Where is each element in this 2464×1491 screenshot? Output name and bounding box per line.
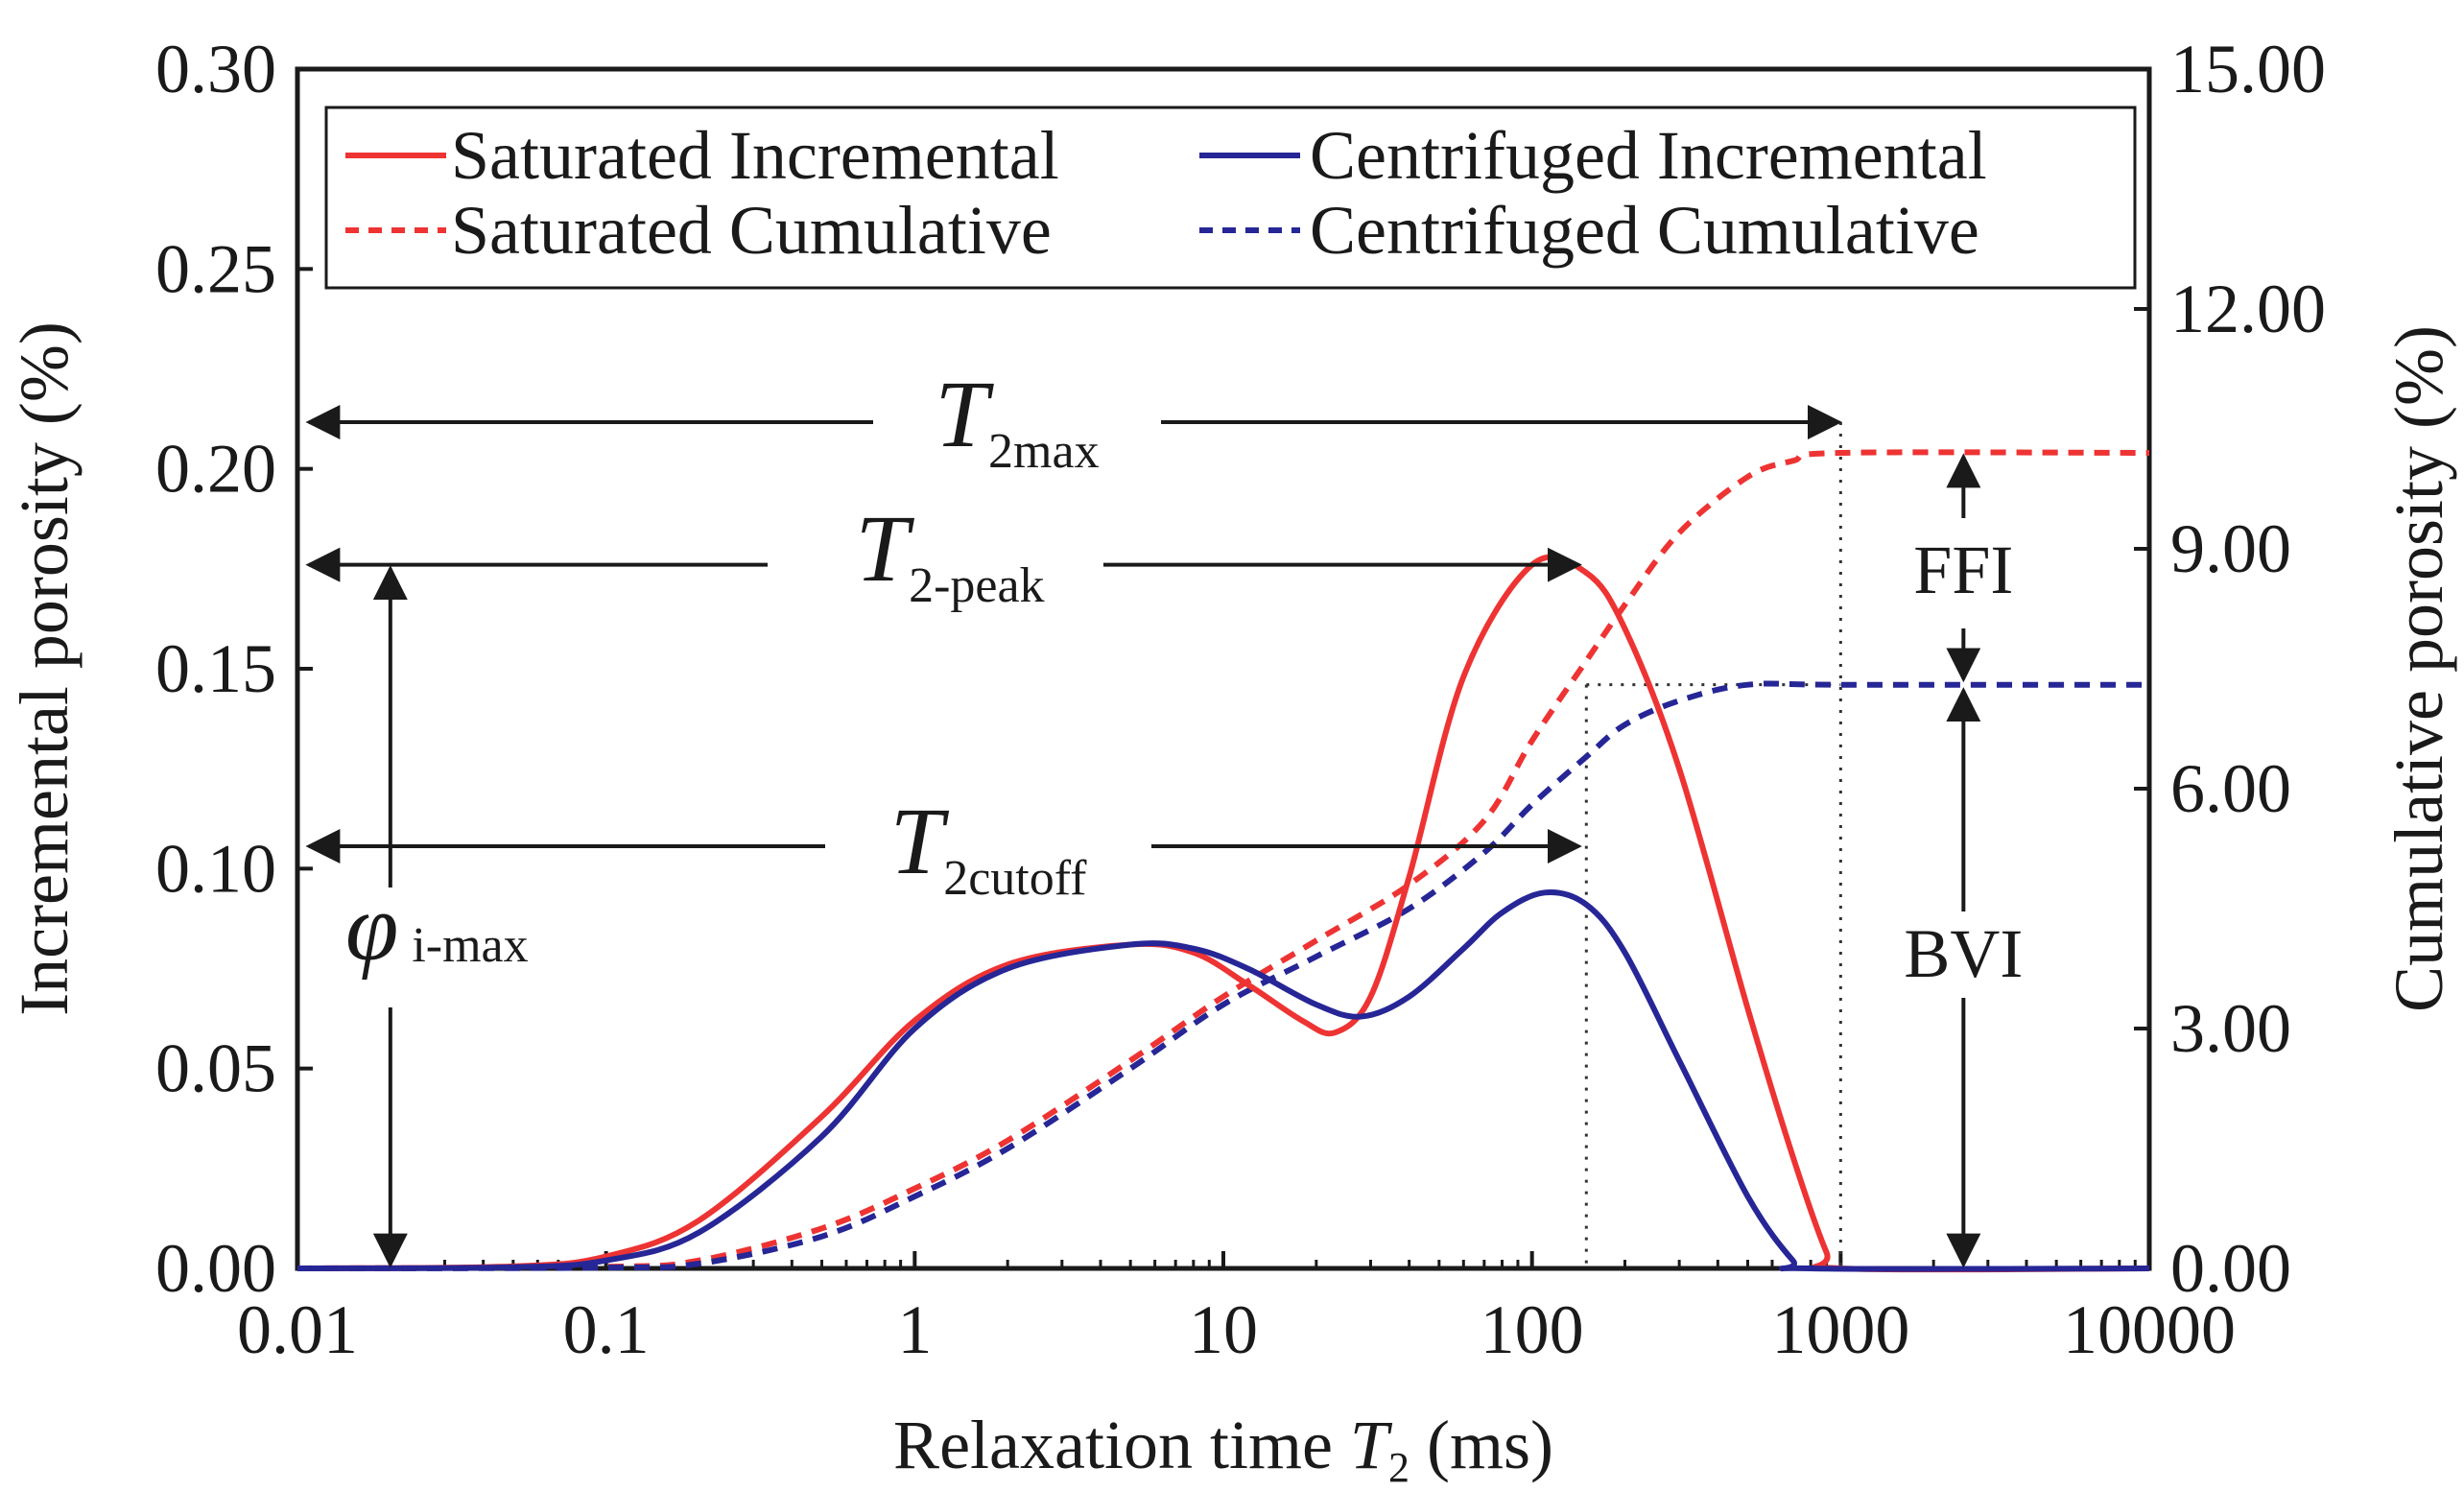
y-left-tick-label: 0.10 bbox=[155, 830, 276, 907]
x-tick-label: 10 bbox=[1189, 1291, 1258, 1368]
series-line-saturated-incremental bbox=[296, 554, 2150, 1273]
y-left-tick-label: 0.05 bbox=[155, 1030, 276, 1107]
y-left-axis-title: Incremental porosity (%) bbox=[6, 321, 83, 1016]
y-right-tick-label: 9.00 bbox=[2170, 510, 2291, 587]
series-line-centrifuged-incremental bbox=[296, 889, 2150, 1272]
x-axis-title-prefix: Relaxation time bbox=[893, 1407, 1350, 1483]
phi-label: φ i-max bbox=[336, 874, 585, 983]
t2peak-label: T2-peak bbox=[806, 495, 1094, 619]
x-tick-label: 100 bbox=[1481, 1291, 1584, 1368]
x-tick-label: 10000 bbox=[2063, 1291, 2236, 1368]
y-right-tick-label: 12.00 bbox=[2170, 271, 2326, 347]
y-left-tick-label: 0.00 bbox=[155, 1230, 276, 1307]
y-left-tick-label: 0.25 bbox=[155, 230, 276, 307]
y-right-tick-label: 6.00 bbox=[2170, 750, 2291, 827]
phi-sub: i-max bbox=[412, 918, 528, 973]
y-left-ticks: 0.00 0.05 0.10 0.15 0.20 0.25 0.30 bbox=[155, 31, 313, 1307]
x-tick-label: 0.01 bbox=[237, 1291, 358, 1368]
y-right-tick-label: 3.00 bbox=[2170, 990, 2291, 1067]
t2peak-label-var: T bbox=[855, 495, 914, 602]
t2peak-label-bg bbox=[806, 504, 1094, 619]
series-line-saturated-cumulative bbox=[296, 449, 2150, 1271]
legend-label-centrifuged-cumulative: Centrifuged Cumulative bbox=[1310, 192, 1979, 269]
t2cutoff-label-var: T bbox=[890, 788, 950, 894]
legend-label-saturated-incremental: Saturated Incremental bbox=[451, 117, 1059, 194]
phi-label-bg bbox=[336, 888, 585, 983]
guide-lines bbox=[1584, 422, 1842, 1268]
y-right-axis-title: Cumulative porosity (%) bbox=[2381, 325, 2457, 1012]
x-tick-label: 1 bbox=[897, 1291, 932, 1368]
t2peak-label-sub: 2-peak bbox=[909, 558, 1044, 613]
t2cutoff-label-bg bbox=[844, 796, 1132, 911]
y-left-tick-label: 0.20 bbox=[155, 431, 276, 508]
phi-symbol: φ bbox=[345, 874, 398, 981]
x-axis-title-suffix: (ms) bbox=[1410, 1407, 1553, 1483]
legend-label-centrifuged-incremental: Centrifuged Incremental bbox=[1310, 117, 1987, 194]
t2cutoff-label: T2cutoff bbox=[844, 788, 1132, 911]
t2max-label-var: T bbox=[935, 361, 994, 467]
phi-label-text: φ i-max bbox=[345, 874, 529, 981]
y-right-tick-label: 0.00 bbox=[2170, 1230, 2291, 1307]
t2peak-label-text: T2-peak bbox=[855, 495, 1044, 613]
y-left-tick-label: 0.30 bbox=[155, 31, 276, 107]
series-line-centrifuged-cumulative bbox=[296, 680, 2149, 1271]
x-tick-label: 0.1 bbox=[563, 1291, 650, 1368]
legend-label-saturated-cumulative: Saturated Cumulative bbox=[451, 192, 1052, 269]
y-right-tick-label: 15.00 bbox=[2170, 31, 2326, 107]
x-tick-label: 1000 bbox=[1771, 1291, 1909, 1368]
x-axis-title-sub: 2 bbox=[1388, 1444, 1410, 1491]
ffi-label: FFI bbox=[1913, 532, 2013, 608]
y-right-ticks: 0.00 3.00 6.00 9.00 12.00 15.00 bbox=[2134, 31, 2326, 1307]
x-ticks: 0.01 0.1 1 10 100 1000 10000 bbox=[237, 1251, 2236, 1368]
t2cutoff-label-text: T2cutoff bbox=[890, 788, 1088, 906]
legend-box bbox=[324, 106, 2137, 290]
x-axis-title: Relaxation time T2 (ms) bbox=[893, 1407, 1553, 1491]
legend: Saturated Incremental Centrifuged Increm… bbox=[324, 106, 2137, 290]
t2max-label-sub: 2max bbox=[988, 424, 1100, 479]
y-left-tick-label: 0.15 bbox=[155, 630, 276, 707]
t2max-label-text: T2max bbox=[935, 361, 1099, 479]
t2max-label-bg bbox=[873, 369, 1161, 485]
bvi-label: BVI bbox=[1904, 915, 2023, 992]
t2max-label: T2max bbox=[873, 361, 1161, 485]
x-axis-title-var: T bbox=[1350, 1407, 1393, 1483]
t2cutoff-label-sub: 2cutoff bbox=[943, 851, 1087, 906]
series-layer bbox=[296, 449, 2150, 1273]
